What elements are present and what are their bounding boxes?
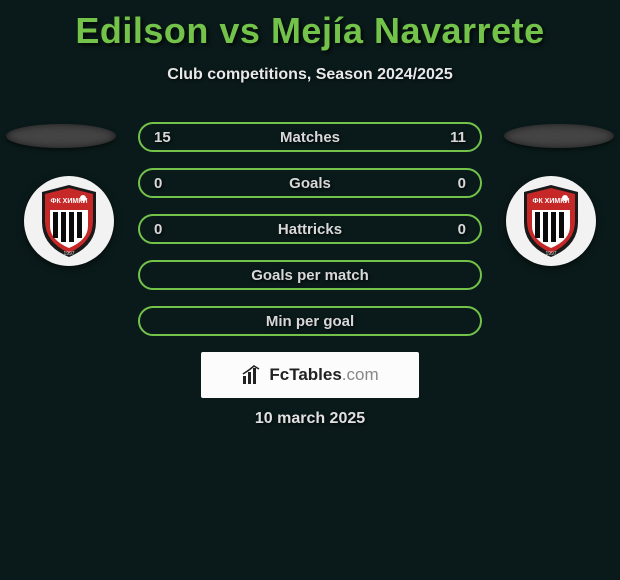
stat-label: Min per goal (184, 313, 436, 330)
page-title: Edilson vs Mejía Navarrete (0, 0, 620, 52)
club-crest-left: ФК ХИМКИ 1997 (24, 176, 114, 266)
shield-icon: ФК ХИМКИ 1997 (38, 184, 100, 258)
brand-text: FcTables.com (269, 365, 378, 385)
stat-row-hattricks: 0 Hattricks 0 (138, 214, 482, 244)
stat-row-min-per-goal: Min per goal (138, 306, 482, 336)
brand-suffix: .com (342, 365, 379, 384)
stat-right: 11 (436, 129, 466, 146)
crest-year: 1997 (63, 251, 74, 257)
stat-right: 0 (436, 175, 466, 192)
page-subtitle: Club competitions, Season 2024/2025 (0, 66, 620, 84)
date-label: 10 march 2025 (0, 410, 620, 428)
stat-right: 0 (436, 221, 466, 238)
club-crest-right: ФК ХИМКИ 1997 (506, 176, 596, 266)
stat-label: Goals (184, 175, 436, 192)
stat-left: 0 (154, 221, 184, 238)
flag-right (504, 124, 614, 148)
stat-left: 0 (154, 175, 184, 192)
stat-label: Hattricks (184, 221, 436, 238)
stat-label: Matches (184, 129, 436, 146)
stat-row-goals: 0 Goals 0 (138, 168, 482, 198)
stat-row-matches: 15 Matches 11 (138, 122, 482, 152)
brand-prefix: Fc (269, 365, 289, 384)
bar-chart-icon (241, 364, 263, 386)
stat-label: Goals per match (184, 267, 436, 284)
stat-row-goals-per-match: Goals per match (138, 260, 482, 290)
stat-left: 15 (154, 129, 184, 146)
brand-main: Tables (289, 365, 342, 384)
brand-logo[interactable]: FcTables.com (201, 352, 419, 398)
flag-left (6, 124, 116, 148)
stats-container: 15 Matches 11 0 Goals 0 0 Hattricks 0 Go… (138, 122, 482, 352)
crest-year: 1997 (545, 251, 556, 257)
shield-icon: ФК ХИМКИ 1997 (520, 184, 582, 258)
